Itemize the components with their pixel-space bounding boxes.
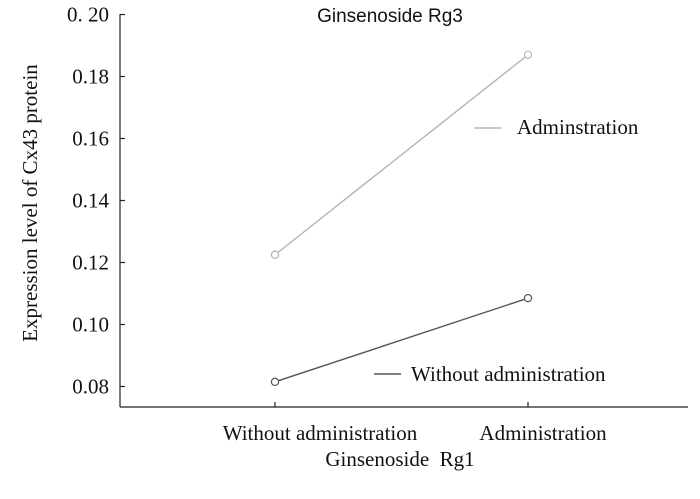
axes [120,14,688,407]
data-point [271,378,278,385]
y-tick-label: 0. 20 [67,3,109,27]
chart-title: Ginsenoside Rg3 [317,6,463,27]
x-axis-ticks: Without administration Administration [223,402,607,445]
y-axis-ticks: 0.08 0.10 0.12 0.14 0.16 0.18 0. 20 [67,3,125,399]
y-tick-label: 0.16 [72,127,109,151]
series-line [275,55,528,255]
y-tick-label: 0.14 [72,189,109,213]
x-tick-label: Administration [479,421,607,445]
data-point [524,295,531,302]
y-tick-label: 0.10 [72,313,109,337]
y-tick-label: 0.08 [72,375,109,399]
legend: Adminstration Without administration [374,115,639,386]
legend-label: Without administration [411,362,606,386]
legend-label: Adminstration [517,115,639,139]
x-axis-label: Ginsenoside Rg1 [325,447,474,471]
data-point [271,251,278,258]
y-tick-label: 0.12 [72,251,109,275]
y-tick-label: 0.18 [72,65,109,89]
y-axis-label: Expression level of Cx43 protein [18,64,42,342]
series-lines [271,51,531,385]
data-point [524,51,531,58]
x-tick-label: Without administration [223,421,418,445]
